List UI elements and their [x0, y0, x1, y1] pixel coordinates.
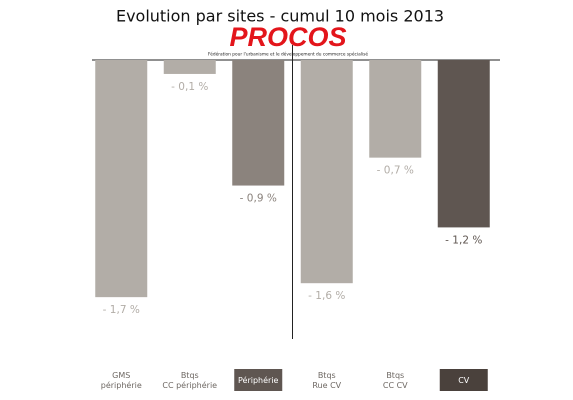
chart-title: Evolution par sites - cumul 10 mois 2013	[116, 7, 444, 26]
x-tick-label: GMS périphérie	[101, 371, 142, 390]
bar	[437, 60, 490, 228]
x-tick-label-line: périphérie	[101, 380, 142, 390]
value-label: - 1,7 %	[103, 304, 140, 316]
category-box	[234, 369, 283, 391]
bar	[95, 60, 148, 298]
value-label: - 1,6 %	[308, 290, 345, 302]
x-tick-label-line: CC CV	[383, 381, 408, 390]
bar	[232, 60, 285, 186]
x-tick-label: Btqs CC périphérie	[162, 371, 217, 390]
x-tick-label-line: CC périphérie	[162, 380, 217, 390]
category-box	[439, 369, 488, 391]
value-label: - 1,2 %	[445, 234, 482, 246]
x-tick-label-line: Périphérie	[238, 375, 279, 385]
x-tick-label: Btqs CC CV	[383, 371, 408, 390]
x-tick-label-line: CV	[458, 376, 470, 385]
x-tick-label: CV	[458, 376, 470, 385]
logo-subtitle: Fédération pour l'urbanisme et le dévelo…	[208, 51, 368, 58]
value-label: - 0,9 %	[240, 193, 277, 205]
x-tick-label-line: GMS	[112, 371, 130, 380]
x-tick-label-line: Rue CV	[312, 381, 341, 390]
x-tick-label-line: Btqs	[386, 371, 404, 380]
bar	[369, 60, 422, 158]
value-label: - 0,7 %	[377, 165, 414, 177]
logo: PROCOS	[229, 22, 346, 52]
bar	[300, 60, 353, 284]
x-tick-label-line: Btqs	[181, 371, 199, 380]
x-tick-label-line: Btqs	[318, 371, 336, 380]
x-tick-label: Btqs Rue CV	[312, 371, 341, 390]
value-label: - 0,1 %	[171, 81, 208, 93]
bar	[163, 60, 216, 74]
x-tick-label: Périphérie	[238, 375, 279, 385]
